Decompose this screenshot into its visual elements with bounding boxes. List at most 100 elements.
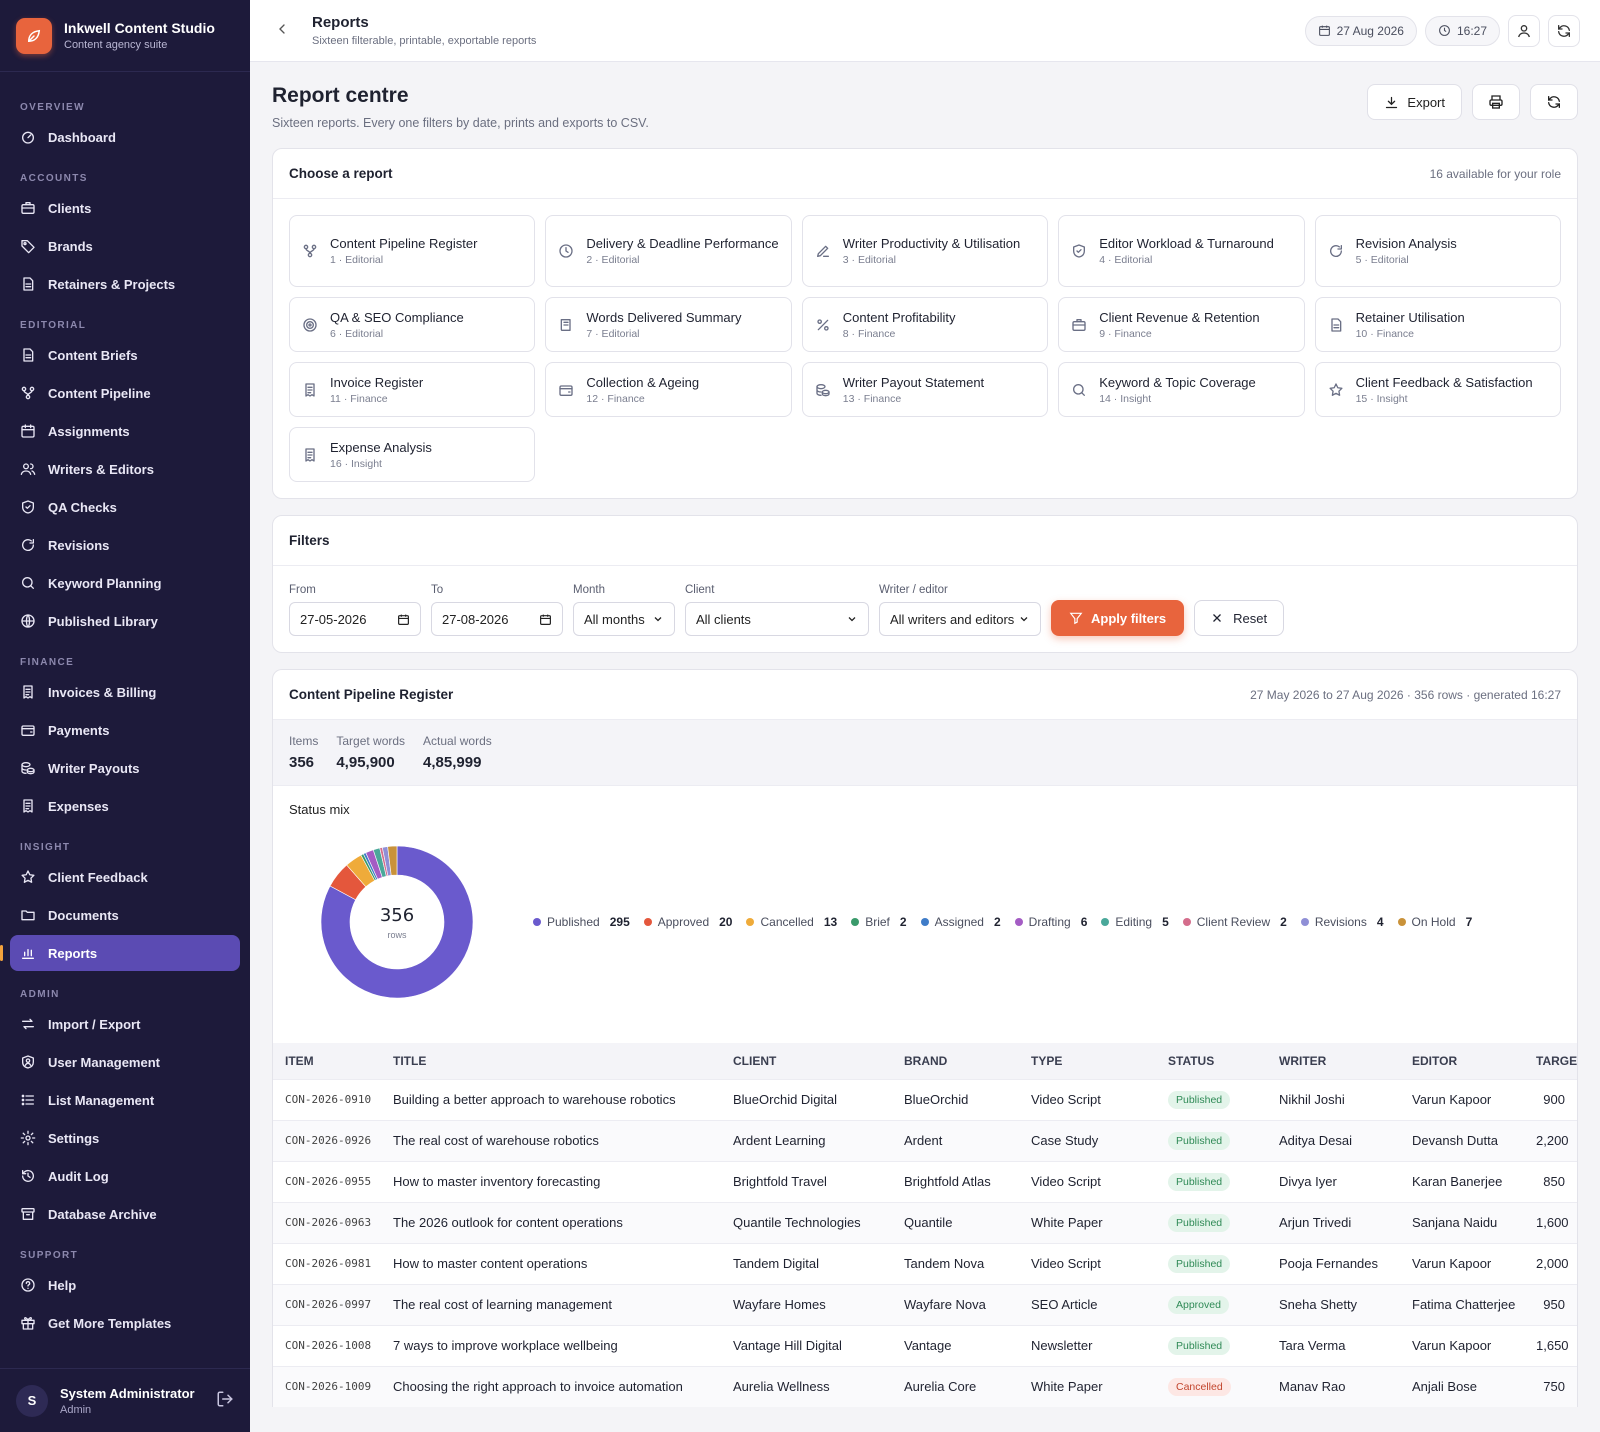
sidebar-item-user-management[interactable]: User Management [10,1044,240,1080]
sidebar-item-retainers-and-projects[interactable]: Retainers & Projects [10,266,240,302]
logout-icon[interactable] [216,1390,234,1411]
workflow-icon [21,386,35,400]
column-header-client[interactable]: CLIENT [721,1043,892,1079]
sidebar-item-client-feedback[interactable]: Client Feedback [10,859,240,895]
print-button[interactable] [1472,84,1520,120]
report-card-retainer-utilisation[interactable]: Retainer Utilisation 10 · Finance [1314,297,1561,352]
clock-icon [559,244,574,258]
back-chevron-icon[interactable] [274,21,298,40]
apply-filters-button[interactable]: Apply filters [1051,600,1185,636]
sidebar-item-brands[interactable]: Brands [10,228,240,264]
report-card-client-revenue-and-retention[interactable]: Client Revenue & Retention 9 · Finance [1058,297,1305,352]
export-button[interactable]: Export [1367,84,1462,120]
topbar-title: Reports [312,14,369,31]
report-card-editor-workload-and-turnaround[interactable]: Editor Workload & Turnaround 4 · Editoria… [1058,215,1305,287]
cell-item: CON-2026-0997 [273,1283,381,1325]
sidebar-item-audit-log[interactable]: Audit Log [10,1158,240,1194]
report-card-content-profitability[interactable]: Content Profitability 8 · Finance [801,297,1049,352]
legend-item-revisions: Revisions 4 [1300,915,1384,929]
column-header-item[interactable]: ITEM [273,1043,381,1079]
refresh-button[interactable] [1548,14,1580,47]
column-header-brand[interactable]: BRAND [892,1043,1019,1079]
profile-button[interactable] [1508,14,1540,47]
column-header-editor[interactable]: EDITOR [1400,1043,1524,1079]
table-row[interactable]: CON-2026-0963 The 2026 outlook for conten… [273,1201,1577,1243]
table-row[interactable]: CON-2026-1008 7 ways to improve workplace… [273,1324,1577,1366]
report-meta: 7 · Editorial [586,327,640,340]
client-select[interactable]: All clients [685,602,869,636]
column-header-status[interactable]: STATUS [1156,1043,1267,1079]
from-date-input[interactable]: 27-05-2026 [289,602,421,636]
sidebar-item-keyword-planning[interactable]: Keyword Planning [10,565,240,601]
table-row[interactable]: CON-2026-0926 The real cost of warehouse … [273,1119,1577,1161]
report-name: Client Revenue & Retention [1099,309,1260,325]
sidebar-item-list-management[interactable]: List Management [10,1082,240,1118]
column-header-title[interactable]: TITLE [381,1043,721,1079]
to-date-input[interactable]: 27-08-2026 [431,602,563,636]
report-card-collection-and-ageing[interactable]: Collection & Ageing 12 · Finance [545,362,792,417]
report-card-qa-and-seo-compliance[interactable]: QA & SEO Compliance 6 · Editorial [289,297,536,352]
sidebar-item-content-briefs[interactable]: Content Briefs [10,337,240,373]
reload-button[interactable] [1530,84,1578,120]
cell-editor: Varun Kapoor [1400,1324,1524,1366]
sidebar-item-published-library[interactable]: Published Library [10,603,240,639]
report-chooser: Choose a report 16 available for your ro… [272,148,1578,499]
chooser-title: Choose a report [289,166,393,181]
month-label: Month [573,584,605,596]
sidebar-item-revisions[interactable]: Revisions [10,527,240,563]
refresh-icon [1329,245,1342,257]
sidebar-item-documents[interactable]: Documents [10,897,240,933]
search-icon [1073,383,1086,396]
month-select[interactable]: All months [573,602,675,636]
donut-slice-published[interactable] [320,845,474,999]
report-card-keyword-and-topic-coverage[interactable]: Keyword & Topic Coverage 14 · Insight [1058,362,1305,417]
sidebar-item-database-archive[interactable]: Database Archive [10,1196,240,1232]
sidebar-item-content-pipeline[interactable]: Content Pipeline [10,375,240,411]
workflow-icon [303,244,317,258]
report-card-revision-analysis[interactable]: Revision Analysis 5 · Editorial [1314,215,1561,287]
sidebar-item-writers-and-editors[interactable]: Writers & Editors [10,451,240,487]
sidebar-item-payments[interactable]: Payments [10,712,240,748]
sidebar-item-writer-payouts[interactable]: Writer Payouts [10,750,240,786]
sidebar-item-invoices-and-billing[interactable]: Invoices & Billing [10,674,240,710]
cell-target: 1,650 [1524,1324,1577,1366]
report-card-expense-analysis[interactable]: Expense Analysis 16 · Insight [289,427,536,482]
writer-select[interactable]: All writers and editors [879,602,1041,636]
column-header-target[interactable]: TARGET [1524,1043,1577,1079]
sidebar-item-import-export[interactable]: Import / Export [10,1006,240,1042]
sidebar-item-get-more-templates[interactable]: Get More Templates [10,1305,240,1341]
reset-button[interactable]: Reset [1194,600,1285,636]
report-card-content-pipeline-register[interactable]: Content Pipeline Register 1 · Editorial [289,215,536,287]
sidebar-item-expenses[interactable]: Expenses [10,788,240,824]
sidebar-item-dashboard[interactable]: Dashboard [10,119,240,155]
table-row[interactable]: CON-2026-0910 Building a better approach … [273,1078,1577,1120]
cell-type: Video Script [1019,1078,1156,1120]
sidebar-item-label: List Management [48,1092,155,1108]
sidebar-item-clients[interactable]: Clients [10,190,240,226]
calendar-icon [21,424,35,438]
sidebar-item-help[interactable]: Help [10,1267,240,1303]
sidebar-item-reports[interactable]: Reports [0,935,240,971]
table-row[interactable]: CON-2026-1009 Choosing the right approach… [273,1365,1577,1407]
stat-label: Items [289,734,319,748]
report-card-client-feedback-and-satisfaction[interactable]: Client Feedback & Satisfaction 15 · Insig… [1314,362,1561,417]
status-badge: Published [1168,1213,1231,1232]
table-row[interactable]: CON-2026-0955 How to master inventory for… [273,1160,1577,1202]
donut-slice-on-hold[interactable] [387,845,398,876]
sidebar-item-qa-checks[interactable]: QA Checks [10,489,240,525]
column-header-type[interactable]: TYPE [1019,1043,1156,1079]
report-card-words-delivered-summary[interactable]: Words Delivered Summary 7 · Editorial [545,297,792,352]
report-card-writer-payout-statement[interactable]: Writer Payout Statement 13 · Finance [801,362,1049,417]
sidebar-item-settings[interactable]: Settings [10,1120,240,1156]
report-meta: 1 · Editorial [330,254,384,266]
avatar[interactable]: S [16,1384,48,1417]
table-row[interactable]: CON-2026-0981 How to master content opera… [273,1242,1577,1284]
report-card-delivery-and-deadline-performance[interactable]: Delivery & Deadline Performance 2 · Edito… [545,215,792,287]
report-card-writer-productivity-and-utilisation[interactable]: Writer Productivity & Utilisation 3 · Edi… [801,215,1049,287]
sidebar-item-label: Dashboard [48,129,116,145]
report-card-invoice-register[interactable]: Invoice Register 11 · Finance [289,362,536,417]
table-row[interactable]: CON-2026-0997 The real cost of learning m… [273,1283,1577,1325]
sidebar-item-assignments[interactable]: Assignments [10,413,240,449]
column-header-writer[interactable]: WRITER [1267,1043,1400,1079]
cell-brand: Brightfold Atlas [892,1160,1019,1202]
